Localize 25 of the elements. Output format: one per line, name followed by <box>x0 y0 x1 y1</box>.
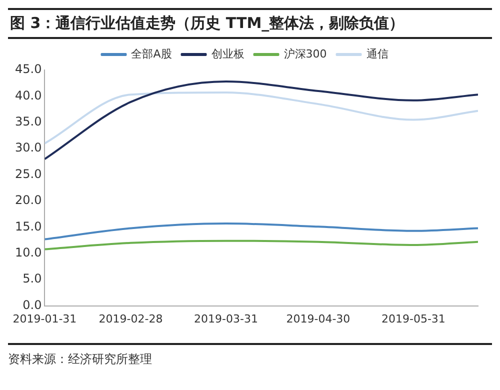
y-tick-label: 0.0 <box>22 298 42 312</box>
legend-label: 创业板 <box>211 47 244 60</box>
text: 资料来源：经济研究所整理 <box>8 351 153 368</box>
legend-label: 通信 <box>366 47 388 60</box>
line-series <box>44 92 478 144</box>
y-tick-label: 40.0 <box>15 88 42 102</box>
line-series <box>44 240 478 250</box>
y-tick-label: 35.0 <box>15 114 42 129</box>
x-tick-label: 2019-02-28 <box>98 312 163 326</box>
line-series <box>44 222 478 240</box>
x-tick-label: 2019-03-31 <box>194 312 258 326</box>
x-tick-label: 2019-01-31 <box>12 312 77 326</box>
line-series <box>44 80 478 160</box>
y-tick-label: 20.0 <box>15 193 42 208</box>
y-tick-label: 25.0 <box>15 166 42 181</box>
y-tick-label: 30.0 <box>15 140 42 155</box>
x-tick-label: 2019-05-31 <box>382 312 446 326</box>
legend-label: 沪深300 <box>284 47 327 60</box>
y-tick-label: 5.0 <box>22 272 42 286</box>
legend-label: 全部A股 <box>131 47 172 60</box>
chart-title: 图 3：通信行业估值走势（历史 TTM_整体法，剔除负值） <box>8 8 492 39</box>
y-tick-label: 10.0 <box>15 246 42 260</box>
x-tick-label: 2019-04-30 <box>286 312 350 326</box>
y-tick-label: 15.0 <box>15 219 42 234</box>
y-tick-label: 45.0 <box>15 62 42 76</box>
